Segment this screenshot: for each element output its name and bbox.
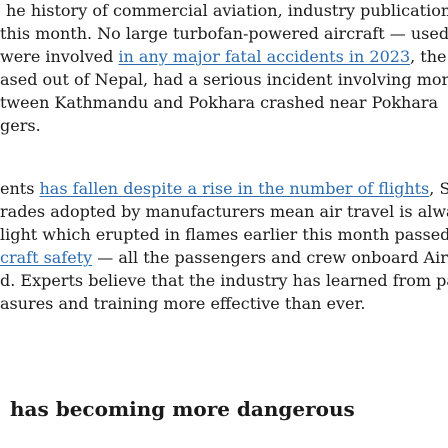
paragraph-1-line-2: this month. No large turbofan-powered ai… (0, 24, 448, 46)
paragraph-1-line-5: tween Kathmandu and Pokhara crashed near… (0, 93, 438, 115)
paragraph-2-line-4: craft safety — all the passengers and cr… (0, 248, 448, 270)
paragraph-2-line-3: light which erupted in flames earlier th… (0, 225, 448, 247)
fatal-accidents-link[interactable]: in any major fatal accidents in 2023 (118, 47, 410, 66)
paragraph-1-line-3: were involved in any major fatal acciden… (0, 47, 448, 69)
paragraph-1-line-1: he history of commercial aviation, indus… (6, 1, 448, 23)
paragraph-1-line-6: gers. (0, 116, 41, 138)
section-heading: has becoming more dangerous (10, 397, 355, 421)
paragraph-1-line-4: ased out of Nepal, had a serious inciden… (0, 70, 448, 92)
paragraph-2-line-5: d. Experts believe that the industry has… (0, 271, 448, 293)
paragraph-2-line-2: rades adopted by manufacturers mean air … (0, 202, 448, 224)
paragraph-2-line-1: ents has fallen despite a rise in the nu… (0, 179, 448, 201)
aircraft-safety-link[interactable]: craft safety (0, 248, 92, 267)
paragraph-2-line-6: asures and training more effective than … (0, 294, 365, 316)
fallen-despite-link[interactable]: has fallen despite a rise in the number … (40, 179, 430, 198)
